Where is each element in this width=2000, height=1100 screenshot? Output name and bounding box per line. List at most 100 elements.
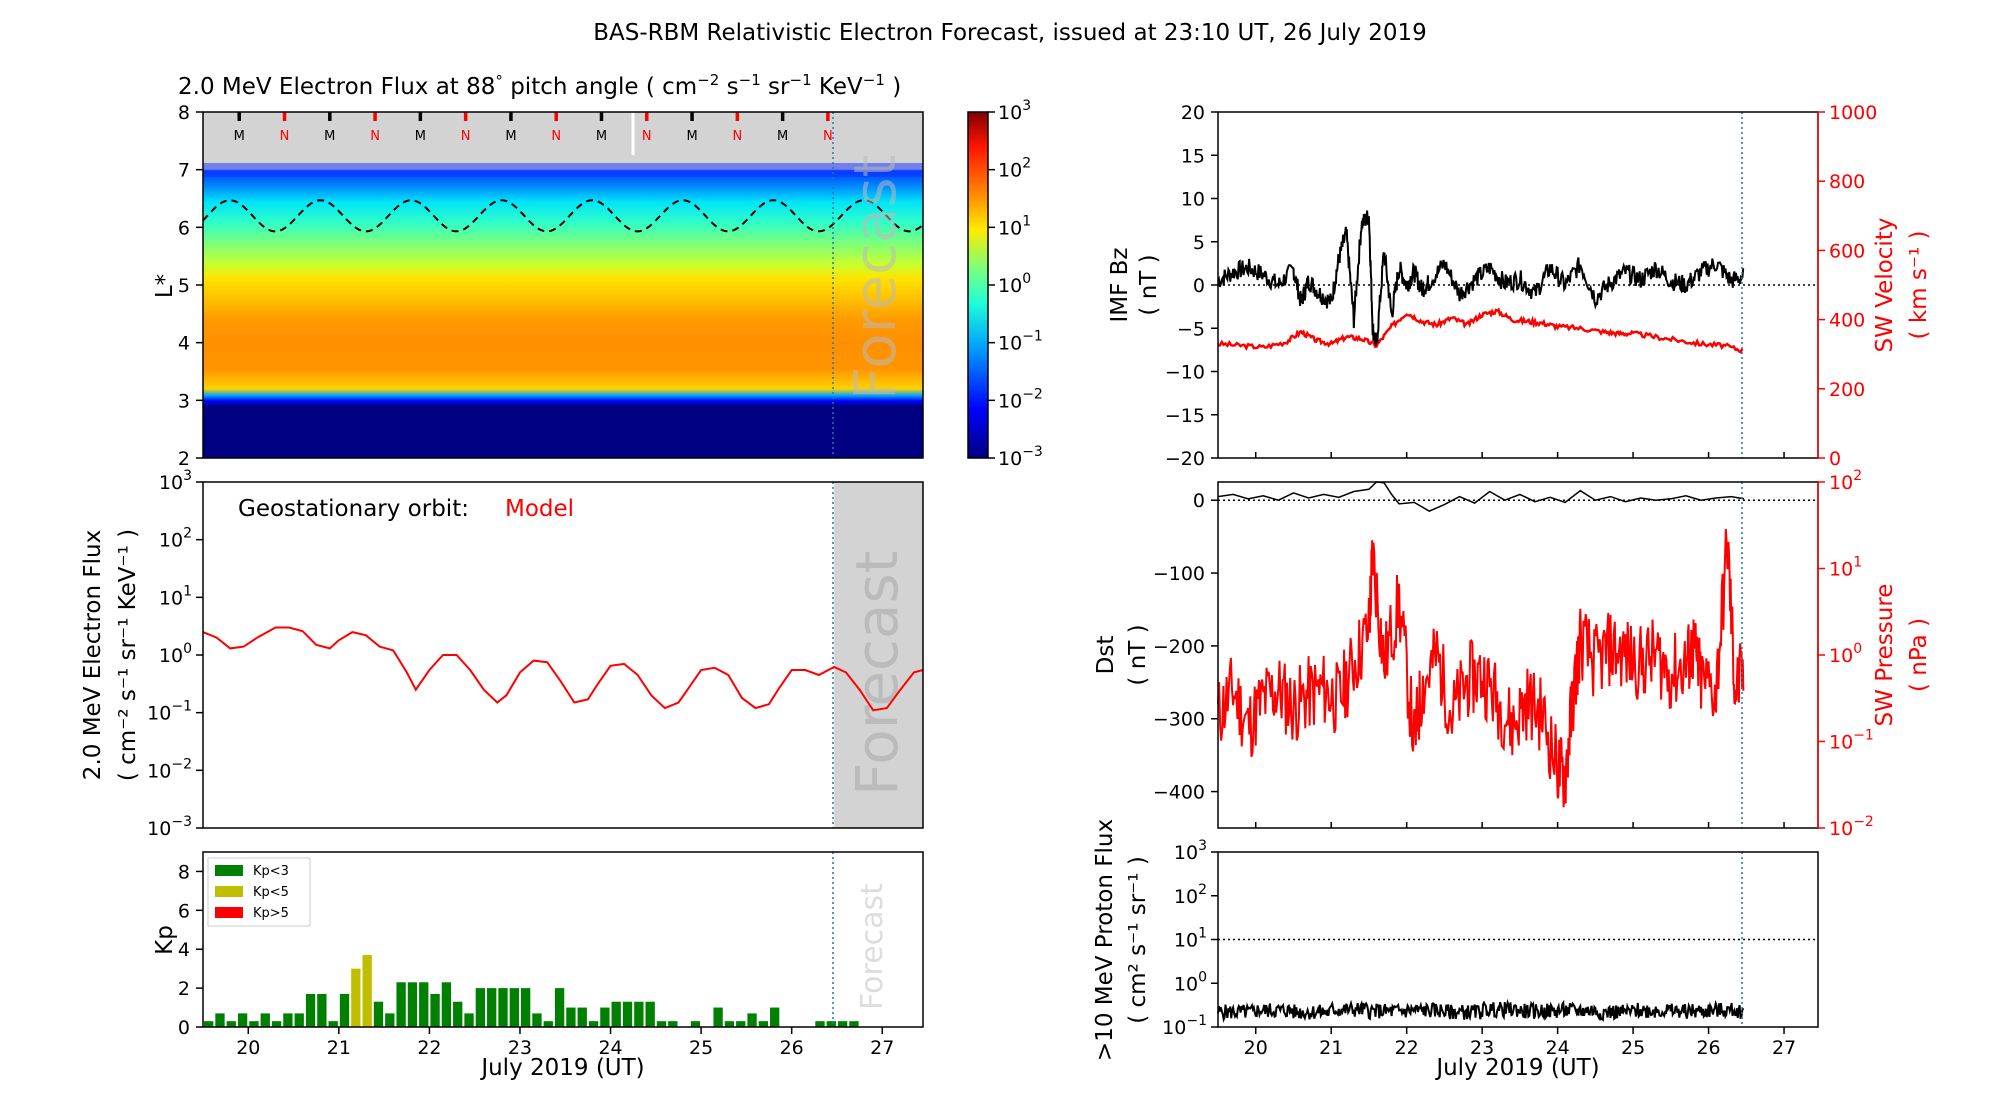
kp-forecast-label: Forecast <box>855 883 890 1010</box>
dst-frame <box>1217 481 1819 829</box>
kp-bar <box>237 1013 248 1027</box>
dst-ylabel-1: Dst <box>1093 636 1119 675</box>
colorbar-tick-label: 10−3 <box>998 444 1043 470</box>
kp-bar <box>305 993 316 1027</box>
imf-ytick-label: −10 <box>1165 362 1205 384</box>
colorbar-tick-label: 10−1 <box>998 329 1043 355</box>
kp-ytick-label: 2 <box>178 978 190 1000</box>
kp-xtick-label: 20 <box>236 1037 260 1059</box>
imf-ytick-label: 5 <box>1193 232 1205 254</box>
proton-ylabel-2: ( cm² s⁻¹ sr⁻¹ ) <box>1125 856 1151 1024</box>
dst-ytick-label: −200 <box>1153 636 1205 658</box>
geo-orbit-label: Geostationary orbit: <box>238 496 469 522</box>
proton-ytick-label: 101 <box>1174 926 1207 952</box>
kp-bar <box>328 1021 338 1027</box>
kp-ytick-label: 0 <box>178 1017 190 1039</box>
geo-model-line <box>202 626 924 712</box>
swp-ytick-label: 102 <box>1829 468 1862 494</box>
kp-bar <box>668 1021 678 1027</box>
imf-x-ticks <box>1254 452 1785 458</box>
geo-ytick-label: 10−2 <box>147 756 192 782</box>
proton-ytick-label: 103 <box>1174 838 1207 864</box>
kp-bar <box>509 988 519 1027</box>
kp-bar <box>554 988 565 1027</box>
geo-ytick-label: 101 <box>159 583 192 609</box>
proton-xtick-label: 23 <box>1470 1037 1494 1059</box>
kp-bar <box>577 1007 587 1027</box>
kp-legend: Kp<3 Kp<5 Kp>5 <box>207 857 311 927</box>
geo-frame <box>202 481 924 829</box>
proton-xtick-label: 26 <box>1696 1037 1720 1059</box>
swv-ytick-label: 400 <box>1829 310 1865 332</box>
swv-ytick-label: 1000 <box>1829 102 1877 124</box>
mn-marker: M <box>324 129 335 144</box>
swv-ytick-label: 0 <box>1829 448 1841 470</box>
kp-bar <box>645 1001 655 1027</box>
swp-ytick-label: 10−2 <box>1829 814 1874 840</box>
geo-forecast-label: Forecast <box>843 551 911 796</box>
imf-ytick-label: −5 <box>1177 318 1205 340</box>
kp-bar <box>498 988 508 1027</box>
swp-ylabel-2: ( nPa ) <box>1906 618 1932 692</box>
kp-bar <box>271 1021 282 1027</box>
heatmap-dashed-contour <box>202 199 924 233</box>
kp-bar <box>815 1021 825 1027</box>
kp-bar <box>758 1021 769 1027</box>
proton-xtick-label: 24 <box>1546 1037 1570 1059</box>
geo-ytick-label: 102 <box>159 526 192 552</box>
swv-ylabel-2: ( km s⁻¹ ) <box>1906 231 1932 340</box>
imf-ytick-label: 15 <box>1181 145 1205 167</box>
swv-ylabel-1: SW Velocity <box>1872 218 1898 353</box>
imf-y-axis-left: −20 −15 −10 −5 0 5 10 15 20 <box>1165 102 1218 470</box>
dst-x-ticks <box>1254 822 1785 828</box>
proton-xtick-label: 22 <box>1395 1037 1419 1059</box>
swp-ytick-label: 10−1 <box>1829 728 1874 754</box>
proton-y-axis: 10−1 100 101 102 103 <box>1162 838 1218 1039</box>
imf-ytick-label: 0 <box>1193 275 1205 297</box>
kp-xtick-label: 27 <box>870 1037 894 1059</box>
mn-marker: M <box>777 129 788 144</box>
colorbar-tick-label: 102 <box>998 156 1031 182</box>
kp-bar <box>453 1001 463 1027</box>
proton-xtick-label: 21 <box>1319 1037 1343 1059</box>
proton-ylabel-1: >10 MeV Proton Flux <box>1092 819 1118 1061</box>
dst-ytick-label: −100 <box>1153 563 1205 585</box>
proton-panel: 10−1 100 101 102 103 20 21 22 23 24 25 26 27 >10 Me… <box>1092 819 1819 1081</box>
proton-ytick-label: 100 <box>1174 969 1207 995</box>
kp-ytick-label: 6 <box>178 900 190 922</box>
kp-frame <box>202 851 924 1028</box>
sw-pressure-line <box>1217 528 1745 808</box>
kp-bar <box>215 1013 225 1027</box>
colorbar-ticks: 10−3 10−2 10−1 100 101 102 103 <box>988 98 1043 470</box>
dst-ylabel-2: ( nT ) <box>1125 624 1151 685</box>
dst-ytick-label: −300 <box>1153 709 1205 731</box>
kp-bar <box>396 982 406 1027</box>
geo-forecast-shade <box>834 482 923 828</box>
kp-bar <box>441 982 452 1027</box>
kp-xlabel: July 2019 (UT) <box>479 1055 644 1081</box>
heatmap-top-band <box>203 163 923 177</box>
colorbar-tick-label: 103 <box>998 98 1031 124</box>
proton-xlabel: July 2019 (UT) <box>1434 1055 1599 1081</box>
colorbar-tick-label: 10−2 <box>998 386 1043 412</box>
kp-bar <box>385 1013 395 1027</box>
imf-ylabel-2: ( nT ) <box>1136 254 1162 315</box>
mn-marker: M <box>505 129 516 144</box>
kp-bar <box>826 1021 836 1027</box>
kp-bar <box>849 1021 859 1027</box>
imf-ytick-label: 10 <box>1181 189 1205 211</box>
mn-marker: N <box>551 129 561 144</box>
kp-bar <box>656 1021 667 1027</box>
kp-bar <box>713 1007 723 1027</box>
proton-x-axis: 20 21 22 23 24 25 26 27 <box>1244 1027 1796 1059</box>
kp-bar <box>464 1013 474 1027</box>
mn-marker: N <box>461 129 471 144</box>
mn-marker: M <box>234 129 245 144</box>
kp-legend-swatch-high <box>215 907 243 918</box>
kp-bar <box>543 1021 553 1027</box>
kp-legend-swatch-low <box>215 865 243 876</box>
colorbar: 10−3 10−2 10−1 100 101 102 103 <box>967 98 1043 470</box>
swp-ylabel-1: SW Pressure <box>1872 584 1898 727</box>
kp-bar <box>566 1007 576 1027</box>
